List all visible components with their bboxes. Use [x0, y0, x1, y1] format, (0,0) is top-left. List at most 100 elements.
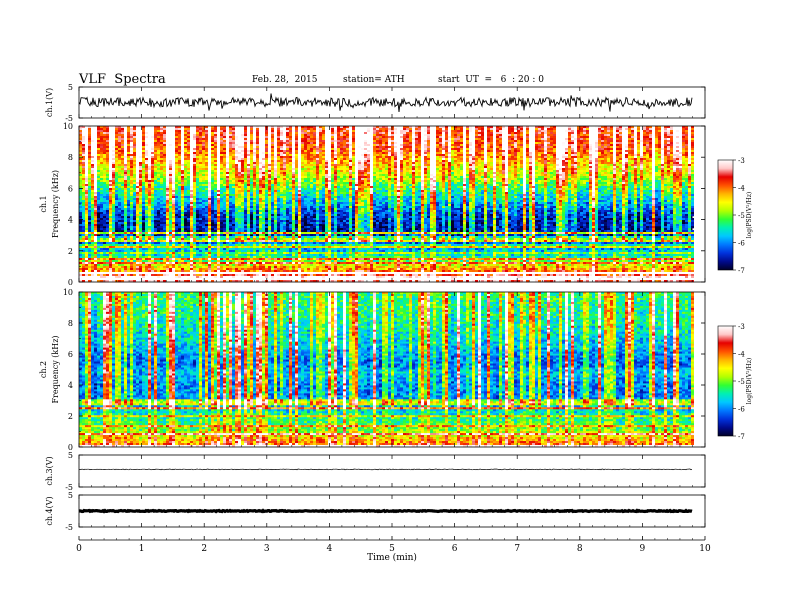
- spectrogram-cell: [445, 132, 448, 134]
- spectrogram-cell: [181, 128, 184, 130]
- spectrogram-cell: [124, 140, 127, 142]
- spectrogram-cell: [301, 132, 304, 134]
- spectrogram-cell: [340, 134, 343, 136]
- spectrogram-cell: [625, 132, 628, 134]
- spectrogram-cell: [526, 128, 529, 130]
- spectrogram-cell: [304, 132, 307, 134]
- spectrogram-cell: [259, 130, 262, 132]
- spectrogram-cell: [691, 140, 694, 142]
- spectrogram-cell: [331, 136, 334, 138]
- spectrogram-cell: [643, 128, 646, 130]
- spectrogram-cell: [247, 130, 250, 132]
- spectrogram-cell: [325, 142, 328, 144]
- spectrogram-cell: [268, 132, 271, 134]
- spectrogram-cell: [202, 134, 205, 136]
- spectrogram-cell: [100, 134, 103, 136]
- spectrogram-cell: [310, 142, 313, 144]
- spectrogram-cell: [334, 142, 337, 144]
- spectrogram-cell: [199, 140, 202, 142]
- spectrogram-cell: [529, 138, 532, 140]
- spectrogram-cell: [337, 140, 340, 142]
- spectrogram-cell: [427, 138, 430, 140]
- spectrogram-cell: [88, 132, 91, 134]
- spectrogram-cell: [445, 134, 448, 136]
- spectrogram-cell: [226, 142, 229, 144]
- spectrogram-cell: [688, 138, 691, 140]
- spectrogram-cell: [634, 142, 637, 144]
- spectrogram-cell: [79, 134, 82, 136]
- spectrogram-cell: [211, 134, 214, 136]
- spectrogram-cell: [313, 132, 316, 134]
- spectrogram-cell: [283, 140, 286, 142]
- spectrogram-cell: [481, 142, 484, 144]
- spectrogram-cell: [592, 130, 595, 132]
- spectrogram-cell: [364, 144, 367, 146]
- spectrogram-cell: [184, 132, 187, 134]
- spectrogram-cell: [607, 130, 610, 132]
- spectrogram-cell: [286, 132, 289, 134]
- spectrogram-cell: [583, 142, 586, 144]
- spectrogram-cell: [421, 134, 424, 136]
- spectrogram-cell: [226, 130, 229, 132]
- spectrogram-cell: [685, 138, 688, 140]
- spectrogram-cell: [256, 128, 259, 130]
- spectrogram-cell: [475, 130, 478, 132]
- spectrogram-cell: [679, 134, 682, 136]
- spectrogram-cell: [322, 132, 325, 134]
- spectrogram-cell: [409, 130, 412, 132]
- spectrogram-cell: [673, 130, 676, 132]
- spectrogram-cell: [328, 132, 331, 134]
- spectrogram-cell: [97, 144, 100, 146]
- spectrogram-cell: [247, 134, 250, 136]
- spectrogram-cell: [190, 142, 193, 144]
- spectrogram-cell: [460, 132, 463, 134]
- spectrogram-cell: [685, 140, 688, 142]
- spectrogram-cell: [334, 134, 337, 136]
- spectrogram-cell: [265, 142, 268, 144]
- spectrogram-cell: [409, 128, 412, 130]
- spectrogram-cell: [430, 130, 433, 132]
- spectrogram-cell: [355, 140, 358, 142]
- spectrogram-cell: [127, 138, 130, 140]
- spectrogram-cell: [655, 140, 658, 142]
- spectrogram-cell: [115, 142, 118, 144]
- spectrogram-cell: [412, 132, 415, 134]
- spectrogram-cell: [310, 128, 313, 130]
- spectrogram-cell: [412, 134, 415, 136]
- spectrogram-cell: [655, 138, 658, 140]
- spectrogram-cell: [136, 132, 139, 134]
- spectrogram-cell: [460, 130, 463, 132]
- spectrogram-cell: [430, 132, 433, 134]
- spectrogram-cell: [82, 134, 85, 136]
- spectrogram-cell: [598, 132, 601, 134]
- spectrogram-cell: [598, 130, 601, 132]
- spectrogram-cell: [400, 132, 403, 134]
- spectrogram-cell: [79, 128, 82, 130]
- spectrogram-cell: [481, 138, 484, 140]
- spectrogram-cell: [550, 132, 553, 134]
- spectrogram-cell: [544, 130, 547, 132]
- spectrogram-cell: [190, 138, 193, 140]
- spectrogram-cell: [526, 132, 529, 134]
- spectrogram-cell: [511, 134, 514, 136]
- spectrogram-cell: [640, 130, 643, 132]
- spectrogram-cell: [343, 144, 346, 146]
- spectrogram-cell: [688, 128, 691, 130]
- spectrogram-cell: [454, 142, 457, 144]
- spectrogram-cell: [283, 134, 286, 136]
- spectrogram-cell: [130, 144, 133, 146]
- spectrogram-cell: [511, 128, 514, 130]
- spectrogram-cell: [289, 140, 292, 142]
- spectrogram-cell: [595, 142, 598, 144]
- spectrogram-cell: [289, 134, 292, 136]
- spectrogram-cell: [463, 132, 466, 134]
- spectrogram-cell: [676, 140, 679, 142]
- spectrogram-cell: [307, 132, 310, 134]
- spectrogram-cell: [106, 134, 109, 136]
- spectrogram-cell: [337, 132, 340, 134]
- spectrogram-cell: [505, 144, 508, 146]
- spectrogram-cell: [343, 142, 346, 144]
- spectrogram-cell: [106, 132, 109, 134]
- spectrogram-cell: [583, 140, 586, 142]
- spectrogram-cell: [571, 140, 574, 142]
